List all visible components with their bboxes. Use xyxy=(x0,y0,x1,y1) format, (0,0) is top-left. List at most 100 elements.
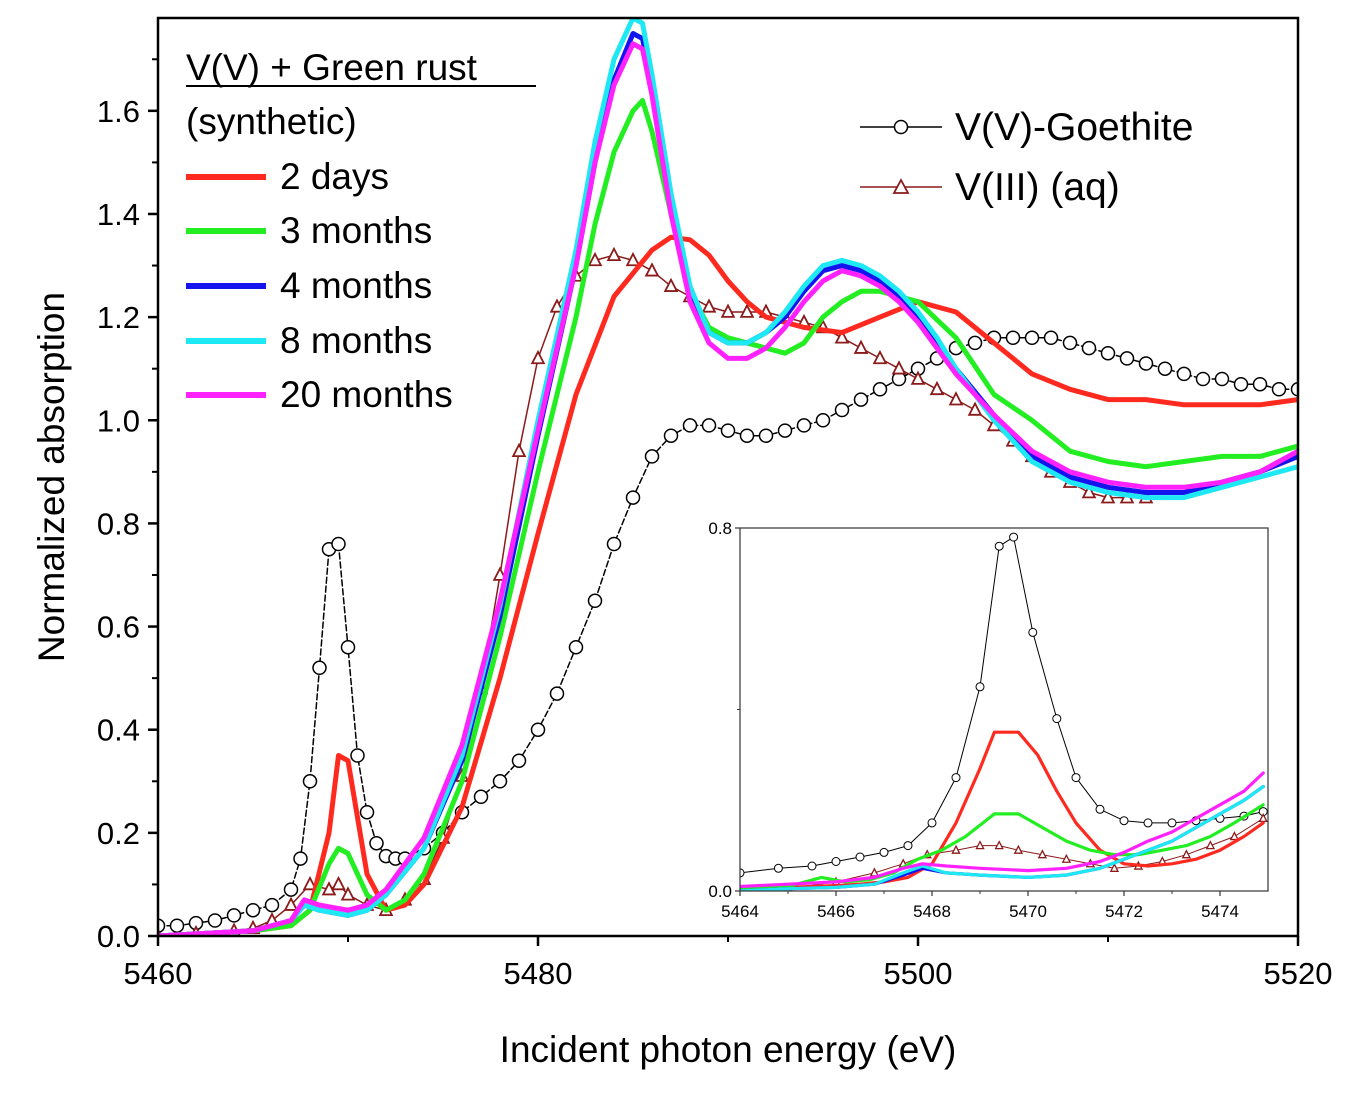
main-point-v-v-goethite xyxy=(350,748,365,763)
inset-point-v-v-goethite xyxy=(879,847,889,857)
x-axis-label: Incident photon energy (eV) xyxy=(500,1029,957,1070)
y-tick-label: 0.4 xyxy=(97,713,140,748)
main-point-v-iii-aq xyxy=(853,339,869,354)
inset-series-20-months xyxy=(740,771,1265,889)
inset-point-v-v-goethite xyxy=(1167,818,1177,828)
y-tick-label: 0.0 xyxy=(97,919,140,954)
inset-plot: 5464 5466 5468 5470 5472 5474 0.0 0.8 xyxy=(708,519,1270,921)
main-point-v-v-goethite xyxy=(625,490,641,505)
main-point-v-v-goethite xyxy=(1005,330,1021,346)
main-series-2-days xyxy=(158,234,1298,936)
legend-label-8-months: 8 months xyxy=(280,320,432,361)
inset-point-v-v-goethite xyxy=(807,861,817,871)
main-point-v-v-goethite xyxy=(1290,382,1298,397)
inset-x-tick-label: 5472 xyxy=(1105,902,1143,921)
inset-point-v-v-goethite xyxy=(1143,818,1153,828)
y-tick-label: 1.6 xyxy=(97,94,140,129)
main-point-v-v-goethite xyxy=(312,660,327,676)
legend-label-2-days: 2 days xyxy=(280,156,389,197)
main-point-v-iii-aq xyxy=(606,246,622,262)
inset-series-8-months xyxy=(740,784,1265,891)
y-tick-label: 1.4 xyxy=(97,197,140,232)
main-point-v-v-goethite xyxy=(1233,376,1249,392)
inset-x-tick-label: 5474 xyxy=(1201,902,1239,921)
main-point-v-v-goethite xyxy=(169,918,185,933)
inset-point-v-v-goethite xyxy=(903,841,913,851)
main-point-v-v-goethite xyxy=(587,593,603,609)
main-point-v-v-goethite xyxy=(473,789,489,805)
main-point-v-v-goethite xyxy=(283,882,299,897)
main-point-v-iii-aq xyxy=(283,896,299,911)
main-point-v-v-goethite xyxy=(720,423,736,438)
main-point-v-iii-aq xyxy=(910,370,926,385)
main-point-v-v-goethite xyxy=(815,413,831,428)
x-tick-label: 5460 xyxy=(124,956,193,991)
main-point-v-iii-aq xyxy=(948,391,964,406)
inset-point-v-v-goethite xyxy=(951,773,961,783)
main-plot xyxy=(158,18,1298,936)
inset-point-v-v-goethite xyxy=(927,818,937,828)
main-point-v-iii-aq xyxy=(587,251,603,267)
y-tick-label: 0.8 xyxy=(97,506,140,541)
main-point-v-iii-aq xyxy=(834,329,850,344)
inset-y-tick-label: 0.8 xyxy=(708,519,732,538)
x-tick-label: 5520 xyxy=(1264,956,1333,991)
main-point-v-iii-aq xyxy=(663,277,679,292)
main-point-v-v-goethite xyxy=(758,428,774,443)
inset-point-v-v-goethite xyxy=(831,857,841,866)
main-point-v-v-goethite xyxy=(1100,345,1116,361)
y-tick-label: 1.2 xyxy=(97,300,140,335)
inset-point-v-v-goethite xyxy=(1009,532,1019,542)
main-point-v-v-goethite xyxy=(682,418,698,433)
main-point-v-iii-aq xyxy=(720,303,736,318)
main-point-v-v-goethite xyxy=(796,418,812,433)
main-series-20-months xyxy=(158,41,1298,936)
main-point-v-iii-aq xyxy=(644,262,660,277)
main-point-v-v-goethite xyxy=(853,392,869,407)
main-point-v-v-goethite xyxy=(207,913,223,928)
y-axis-label: Normalized absorption xyxy=(31,292,72,662)
main-point-v-v-goethite xyxy=(340,639,356,655)
main-point-v-v-goethite xyxy=(302,774,318,789)
inset-point-v-v-goethite xyxy=(994,541,1004,551)
main-point-v-v-goethite xyxy=(1271,382,1287,397)
main-point-v-v-goethite xyxy=(1214,371,1230,387)
main-point-v-iii-aq xyxy=(302,875,318,891)
inset-point-v-iii-aq xyxy=(1181,849,1192,859)
inset-point-v-v-goethite xyxy=(773,863,783,873)
inset-point-v-iii-aq xyxy=(1013,844,1024,854)
inset-point-v-v-goethite xyxy=(1028,627,1038,637)
inset-series-v-iii-aq xyxy=(740,817,1264,891)
inset-point-v-v-goethite xyxy=(740,868,745,878)
legend-label-20-months: 20 months xyxy=(280,374,453,415)
main-point-v-v-goethite xyxy=(264,897,280,913)
main-point-v-iii-aq xyxy=(891,360,907,375)
x-tick-label: 5480 xyxy=(504,956,573,991)
main-point-v-iii-aq xyxy=(872,349,888,365)
main-point-v-iii-aq xyxy=(967,401,983,416)
main-point-v-v-goethite xyxy=(226,908,242,923)
main-point-v-v-goethite xyxy=(1176,366,1192,382)
inset-point-v-v-goethite xyxy=(1071,773,1081,783)
legend-subtitle: (synthetic) xyxy=(186,101,357,142)
main-point-v-v-goethite xyxy=(872,382,888,397)
legend-label-goethite: V(V)-Goethite xyxy=(955,106,1193,149)
inset-point-v-iii-aq xyxy=(975,840,985,850)
main-point-v-v-goethite xyxy=(1081,340,1097,356)
main-point-v-v-goethite xyxy=(1195,371,1211,387)
main-point-v-v-goethite xyxy=(511,753,527,768)
main-point-v-v-goethite xyxy=(701,418,717,433)
inset-point-v-v-goethite xyxy=(1119,816,1129,826)
inset-y-tick-label: 0.0 xyxy=(708,882,732,901)
sample-legend: V(V) + Green rust (synthetic) 2 days 3 m… xyxy=(186,47,536,415)
legend-label-3-months: 3 months xyxy=(280,210,432,251)
main-point-v-v-goethite xyxy=(245,902,261,918)
inset-x-tick-label: 5470 xyxy=(1009,902,1047,921)
x-tick-label: 5500 xyxy=(884,956,953,991)
main-point-v-iii-aq xyxy=(701,298,717,313)
inset-x-tick-label: 5464 xyxy=(721,902,759,921)
main-point-v-v-goethite xyxy=(606,536,622,552)
inset-series-group xyxy=(740,532,1268,891)
legend-marker-v3-aq xyxy=(892,178,910,194)
